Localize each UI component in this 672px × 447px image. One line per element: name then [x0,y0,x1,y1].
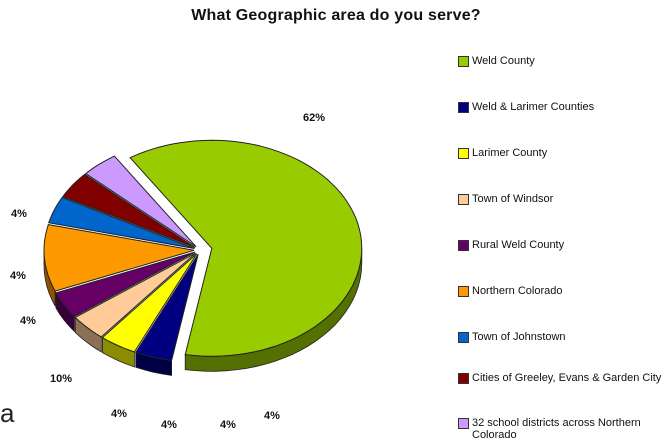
pie-slice-larimer-county [101,253,198,353]
data-label-northern-colorado: 10% [50,373,73,385]
legend-label: Larimer County [472,147,548,159]
legend-label: Town of Johnstown [472,331,566,343]
pie-slice-rural-weld-county [55,251,196,318]
legend-item-town-of-johnstown: Town of Johnstown [458,331,668,343]
legend-swatch [458,418,469,429]
legend-swatch [458,194,469,205]
pie-slice-town-of-windsor [74,252,197,338]
legend-item-weld-county: Weld County [458,55,668,67]
data-label-weld-larimer: 4% [264,410,280,422]
legend-label: Weld County [472,55,535,67]
pie-slice-northern-colorado [43,224,195,292]
legend-item-rural-weld-county: Rural Weld County [458,239,668,251]
legend-item-larimer-county: Larimer County [458,147,668,159]
pie-slice-32-school-districts-across-northern-colorado [84,155,197,248]
chart-title: What Geographic area do you serve? [191,7,481,24]
legend-swatch [458,373,469,384]
pie-slice-weld-county [129,139,363,357]
data-label-larimer-county: 4% [220,419,236,431]
pie-slice-town-of-johnstown [48,196,195,249]
legend-label: Town of Windsor [472,193,554,205]
legend-label: Rural Weld County [472,239,565,251]
legend-item-northern-colorado: Northern Colorado [458,285,668,297]
legend-label: 32 school districts across Northern Colo… [472,417,641,441]
legend-swatch [458,286,469,297]
legend-swatch [458,332,469,343]
legend-item-school-districts: 32 school districts across Northern Colo… [458,417,668,441]
legend-item-cities-greeley: Cities of Greeley, Evans & Garden City [458,372,668,384]
legend-item-weld-larimer: Weld & Larimer Counties [458,101,668,113]
pie-slice-cities-of-greeley-evans-garden-city [62,173,196,248]
data-label-school-districts: 4% [11,208,27,220]
legend-label: Northern Colorado [472,285,563,297]
legend-swatch [458,148,469,159]
legend-label: Weld & Larimer Counties [472,101,595,113]
data-label-cities-greeley: 4% [10,270,26,282]
legend-swatch [458,56,469,67]
data-label-rural-weld-county: 4% [111,408,127,420]
stray-letter: a [0,398,15,428]
legend-item-town-of-windsor: Town of Windsor [458,193,668,205]
pie-slice-weld-larimer-counties [135,253,199,361]
legend-swatch [458,240,469,251]
legend-label: Cities of Greeley, Evans & Garden City [472,372,662,384]
data-label-town-of-windsor: 4% [161,419,177,431]
legend-swatch [458,102,469,113]
data-label-town-of-johnstown: 4% [20,315,36,327]
data-label-weld-county: 62% [303,112,326,124]
